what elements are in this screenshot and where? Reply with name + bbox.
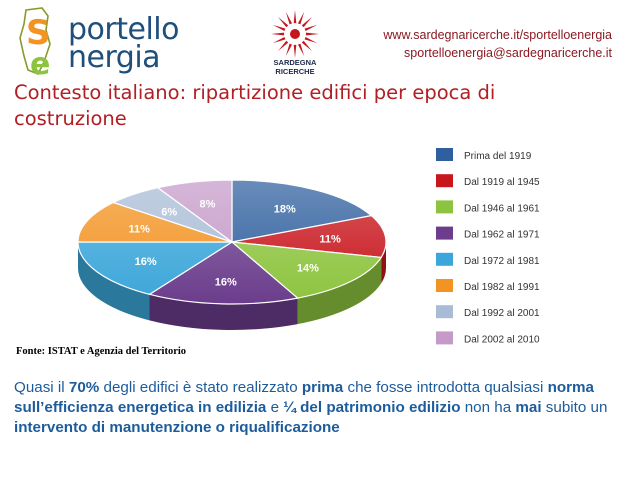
legend-label: Dal 1962 al 1971 (464, 230, 540, 241)
legend-label: Dal 1982 al 1991 (464, 282, 540, 293)
body-text-5: non ha (460, 399, 516, 416)
legend-swatch (436, 174, 453, 188)
body-text-4: e (266, 399, 284, 416)
pie-sheen (78, 180, 386, 304)
email-link[interactable]: sportelloenergia@sardegnaricerche.it (404, 46, 612, 60)
sun-ray (305, 32, 319, 36)
pie-data-label: 16% (135, 256, 157, 268)
body-bold-2: prima (301, 379, 344, 396)
sun-ray (304, 24, 318, 32)
legend-swatch (436, 279, 453, 292)
sardinia-map-icon: S e (19, 7, 51, 82)
logo-word-nergia: nergia (68, 40, 161, 75)
body-text-2: degli edifici è stato realizzato (99, 379, 302, 396)
website-link[interactable]: www.sardegnaricerche.it/sportelloenergia (383, 28, 612, 42)
legend-label: Dal 1972 al 1981 (464, 256, 540, 267)
pie-data-label: 8% (200, 199, 216, 211)
body-paragraph: Quasi il 70% degli edifici è stato reali… (14, 378, 626, 438)
pie-slice-side (381, 242, 386, 284)
pie-data-label: 6% (161, 206, 177, 218)
legend-label: Dal 1946 al 1961 (464, 203, 540, 214)
legend-swatch (436, 331, 453, 345)
body-text-3: che fosse introdotta qualsiasi (343, 379, 548, 396)
legend-label: Dal 2002 al 2010 (464, 334, 540, 345)
sun-ray (285, 11, 293, 25)
pie-data-label: 18% (274, 203, 296, 215)
body-bold-5: mai (515, 399, 542, 416)
sun-ray (301, 17, 312, 28)
pie-slice-side (78, 242, 150, 321)
pie-data-label: 11% (129, 224, 151, 236)
logo-word-portello: portello (68, 12, 179, 47)
pie-data-label: 16% (215, 277, 237, 289)
sun-ray (272, 24, 286, 32)
body-bold-1: 70% (68, 379, 100, 396)
sun-ray (293, 44, 297, 58)
legend-swatch (436, 226, 453, 240)
pie-data-label: 11% (319, 233, 341, 245)
logo-initial-s: S (26, 13, 51, 53)
sun-ray (271, 32, 285, 36)
legend-swatch (436, 305, 453, 319)
sportello-energia-logo: S e portello nergia (8, 4, 228, 82)
body-bold-3: norma sull’efficienza energetica in edil… (14, 379, 594, 416)
sun-ray (278, 17, 289, 28)
body-bold-4: ¼ del patrimonio edilizio (283, 399, 461, 416)
pie-slice-side (297, 257, 382, 325)
pie-labels-layer: 18% 11% 14% 16% 16% 11% 6% 8% (129, 199, 341, 289)
slide-title: Contesto italiano: ripartizione edifici … (14, 81, 496, 130)
sun-ray (293, 10, 297, 24)
pie-data-label: 14% (297, 262, 319, 274)
logo-initial-e: e (30, 47, 50, 80)
sun-ray (304, 36, 318, 44)
sun-ray (301, 40, 312, 51)
sun-icon (271, 10, 319, 58)
source-note: Fonte: ISTAT e Agenzia del Territorio (16, 346, 187, 357)
sardegna-ricerche-logo: SARDEGNA RICERCHE (262, 6, 328, 86)
sun-ray (297, 11, 305, 25)
legend: Prima del 1919 Dal 1919 al 1945 Dal 1946 a… (436, 148, 540, 345)
body-bold-6: intervento di manutenzione o riqualifica… (14, 419, 340, 436)
sun-label-ricerche: RICERCHE (275, 67, 315, 76)
sun-ray (285, 43, 293, 57)
sun-label-sardegna: SARDEGNA (273, 58, 317, 67)
body-text-1: Quasi il (14, 379, 69, 396)
legend-label: Dal 1919 al 1945 (464, 177, 540, 188)
legend-swatch (436, 148, 453, 161)
sun-ray (278, 40, 289, 51)
body-text-6: subito un (541, 399, 608, 416)
legend-label: Dal 1992 al 2001 (464, 308, 540, 319)
legend-swatch (436, 252, 453, 266)
legend-swatch (436, 200, 453, 214)
legend-label: Prima del 1919 (464, 151, 532, 162)
pie-top-layer (77, 179, 387, 305)
sun-ray (272, 36, 286, 44)
sun-ray (297, 43, 305, 57)
